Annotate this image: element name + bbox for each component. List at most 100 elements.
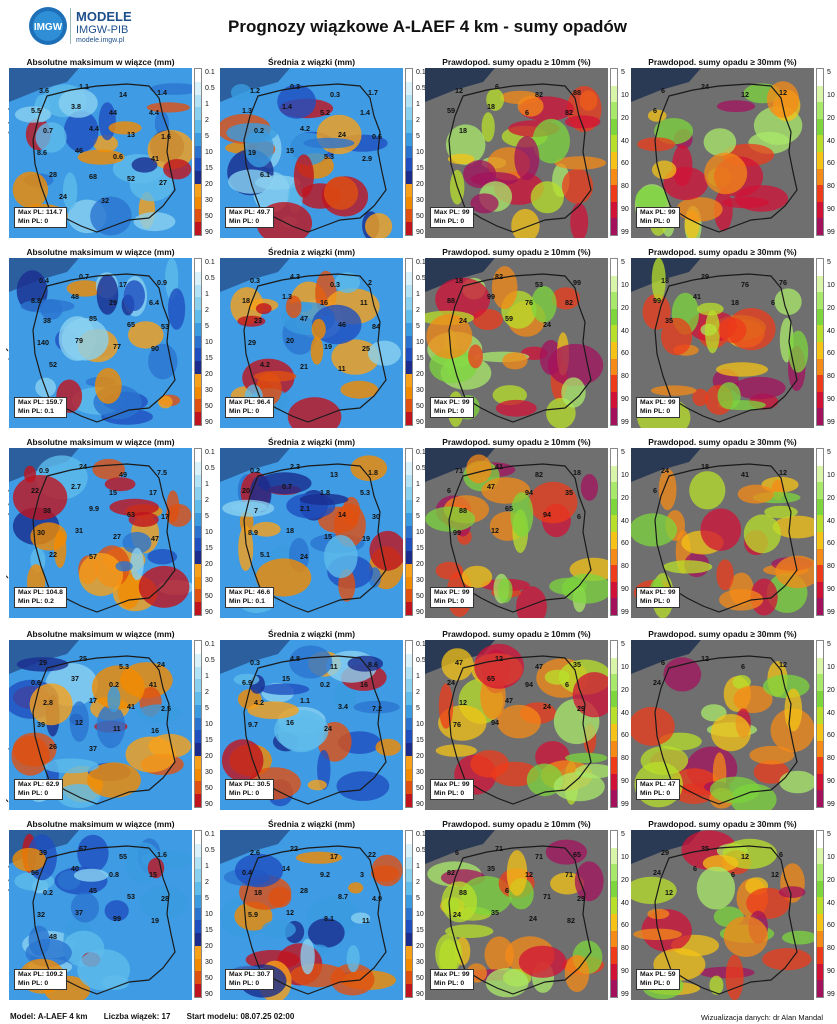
poland-border: [243, 655, 387, 805]
map-value-label: 57: [89, 552, 97, 561]
colorbar-segment: [195, 487, 201, 501]
map-value-label: 0.7: [43, 126, 53, 135]
max-min-box: Max PL: 62.9 Min PL: 0: [14, 779, 64, 800]
colorbar-tick-label: 90: [621, 968, 629, 976]
colorbar-tick-label: 40: [621, 137, 629, 145]
colorbar-segment: [611, 308, 617, 326]
colorbar-tick-label: 10: [827, 91, 835, 99]
colorbar-tick-label: 30: [205, 577, 213, 584]
colorbar-tick-label: 99: [621, 991, 629, 998]
colorbar-segment: [195, 843, 201, 857]
colorbar-segment: [195, 120, 201, 133]
max-min-box: Max PL: 114.7 Min PL: 0: [14, 207, 67, 228]
map-value-label: 37: [89, 744, 97, 753]
min-pl-value: Min PL: 0: [434, 217, 465, 225]
colorbar-segment: [406, 958, 412, 972]
map-value-label: 68: [89, 172, 97, 181]
colorbar-segment: [195, 222, 201, 235]
colorbar-segment: [817, 565, 823, 582]
brand-line2: IMGW-PIB: [76, 24, 129, 36]
colorbar: [816, 258, 824, 426]
colorbar-tick-label: 15: [416, 927, 424, 934]
forecast-map: [425, 448, 608, 618]
max-pl-value: Max PL: 99: [434, 399, 470, 406]
colorbar-segment: [406, 589, 412, 603]
colorbar-segment: [817, 641, 823, 658]
colorbar-segment: [195, 373, 201, 387]
map-value-label: 24: [324, 724, 332, 733]
colorbar-tick-label: 40: [827, 137, 835, 145]
colorbar-tick-label: 50: [205, 403, 213, 410]
forecast-panel: Absolutne maksimum w wiązce (mm) 3.6 1.1 14…: [8, 56, 215, 242]
colorbar-segment: [611, 482, 617, 499]
colorbar-tick-label: 10: [416, 149, 424, 156]
map-area: 18 29 76 76 99 41 18 6 35 Max PL: 99 Min PL: 0: [631, 258, 814, 428]
colorbar-segment: [611, 674, 617, 691]
colorbar-segment: [611, 102, 617, 119]
map-value-label: 39: [39, 848, 47, 857]
map-value-label: 15: [109, 488, 117, 497]
map-value-label: 18: [661, 276, 669, 285]
colorbar-tick-label: 0.1: [416, 641, 426, 648]
colorbar-tick-label: 20: [416, 181, 424, 188]
map-value-label: 44: [109, 108, 117, 117]
max-min-box: Max PL: 159.7 Min PL: 0.1: [14, 397, 67, 418]
map-value-label: 22: [31, 486, 39, 495]
colorbar-segment: [611, 598, 617, 615]
map-value-label: 77: [113, 342, 121, 351]
colorbar-segment: [611, 980, 617, 997]
forecast-map: [220, 640, 403, 810]
map-value-label: 88: [447, 296, 455, 305]
map-value-label: 24: [447, 678, 455, 687]
colorbar-segment: [611, 930, 617, 948]
poland-border: [32, 655, 176, 805]
max-min-box: Max PL: 59 Min PL: 0: [636, 969, 680, 990]
colorbar-segment: [817, 201, 823, 219]
map-value-label: 26: [49, 742, 57, 751]
map-value-label: 16: [286, 718, 294, 727]
map-value-label: 7: [254, 506, 258, 515]
max-pl-value: Max PL: 30.7: [229, 971, 271, 978]
colorbar-segment: [817, 292, 823, 309]
colorbar-tick-label: 0.1: [205, 259, 215, 266]
colorbar-segment: [406, 843, 412, 857]
min-pl-value: Min PL: 0: [434, 979, 465, 987]
max-min-box: Max PL: 46.6 Min PL: 0.1: [225, 587, 275, 608]
colorbar-segment: [611, 275, 617, 293]
colorbar-segment: [817, 740, 823, 758]
colorbar-segment: [406, 145, 412, 159]
map-value-label: 4.2: [300, 124, 310, 133]
colorbar-segment: [406, 894, 412, 908]
colorbar-segment: [817, 391, 823, 409]
colorbar-tick-label: 99: [827, 609, 835, 616]
colorbar-tick-label: 2: [416, 879, 420, 886]
map-value-label: 3: [360, 870, 364, 879]
colorbar-tick-label: 5: [416, 513, 420, 520]
min-pl-value: Min PL: 0: [229, 407, 260, 415]
map-value-label: 47: [151, 534, 159, 543]
map-value-label: 6: [731, 870, 735, 879]
map-value-label: 22: [49, 550, 57, 559]
map-value-label: 79: [75, 336, 83, 345]
map-value-label: 11: [338, 364, 346, 373]
map-value-label: 3.8: [71, 102, 81, 111]
map-value-label: 2.8: [43, 698, 53, 707]
colorbar-segment: [195, 717, 201, 731]
colorbar-segment: [817, 531, 823, 549]
map-value-label: 37: [75, 908, 83, 917]
colorbar-tick-label: 10: [205, 149, 213, 156]
map-value-label: 24: [453, 910, 461, 919]
min-pl-value: Min PL: 0.1: [229, 597, 265, 605]
map-value-label: 0.7: [282, 482, 292, 491]
map-value-label: 53: [535, 280, 543, 289]
max-pl-value: Max PL: 59: [640, 971, 676, 978]
colorbar-segment: [611, 897, 617, 914]
map-value-label: 0.4: [39, 276, 49, 285]
colorbar-tick-label: 90: [205, 609, 213, 616]
map-area: 12 6 82 88 59 18 6 82 18 Max PL: 99 Min PL: 0: [425, 68, 608, 238]
colorbar-tick-label: 90: [416, 609, 424, 616]
map-value-label: 18: [455, 276, 463, 285]
map-area: 0.4 0.7 17 0.9 8.8 48 29 6.4 38 85 65 53 140 79 77 90 52…: [9, 258, 192, 428]
colorbar-segment: [611, 69, 617, 86]
colorbar-tick-label: 60: [621, 922, 629, 930]
